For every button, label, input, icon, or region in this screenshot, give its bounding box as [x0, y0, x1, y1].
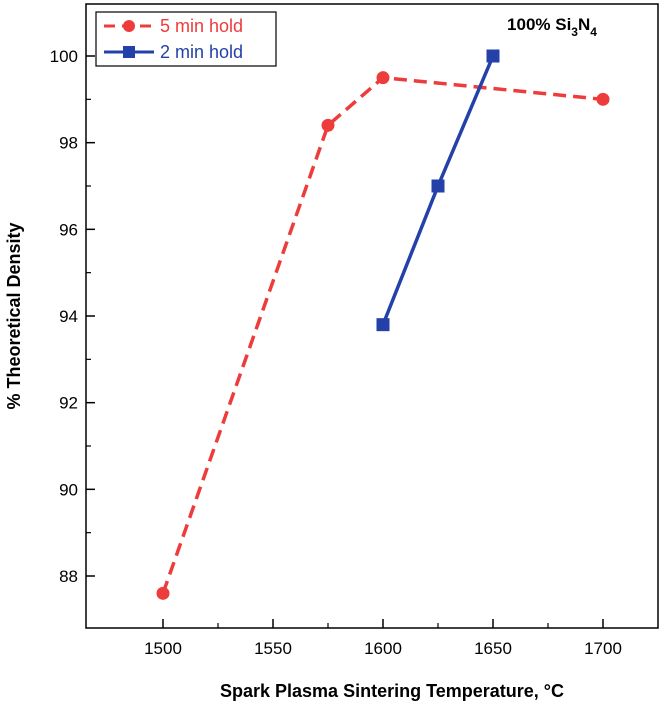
data-point [596, 92, 610, 106]
series-line [161, 75, 604, 594]
data-point [156, 586, 170, 600]
legend-label-5min: 5 min hold [160, 16, 243, 36]
y-axis-ticks: 88 90 92 94 96 98 100 [50, 47, 95, 586]
data-point [376, 318, 390, 332]
legend-marker-2min [123, 46, 135, 58]
y-tick-label: 100 [50, 47, 78, 66]
x-tick-label: 1600 [364, 639, 402, 658]
x-tick-label: 1500 [144, 639, 182, 658]
plot-frame [85, 3, 659, 629]
x-tick-label: 1550 [254, 639, 292, 658]
legend: 5 min hold 2 min hold [95, 11, 277, 67]
annotation-mid: N [578, 15, 590, 34]
series-layer [156, 49, 610, 600]
data-point [431, 179, 445, 193]
annotation-sub-2: 4 [590, 25, 597, 39]
y-tick-label: 98 [59, 134, 78, 153]
data-point [321, 118, 335, 132]
y-axis-title: % Theoretical Density [4, 222, 24, 409]
annotation-prefix: 100% Si [507, 15, 571, 34]
y-tick-label: 88 [59, 567, 78, 586]
y-tick-label: 90 [59, 480, 78, 499]
legend-marker-5min [123, 20, 135, 32]
x-tick-label: 1650 [474, 639, 512, 658]
composition-annotation: 100% Si3N4 [507, 15, 597, 39]
data-point [486, 49, 500, 63]
y-tick-label: 94 [59, 307, 78, 326]
annotation-sub-1: 3 [571, 25, 578, 39]
legend-label-2min: 2 min hold [160, 42, 243, 62]
y-tick-label: 96 [59, 220, 78, 239]
data-point [376, 71, 390, 85]
x-axis-title: Spark Plasma Sintering Temperature, °C [220, 681, 564, 701]
y-tick-label: 92 [59, 394, 78, 413]
x-tick-label: 1700 [584, 639, 622, 658]
x-axis-ticks: 1500 1550 1600 1650 1700 [144, 619, 622, 658]
